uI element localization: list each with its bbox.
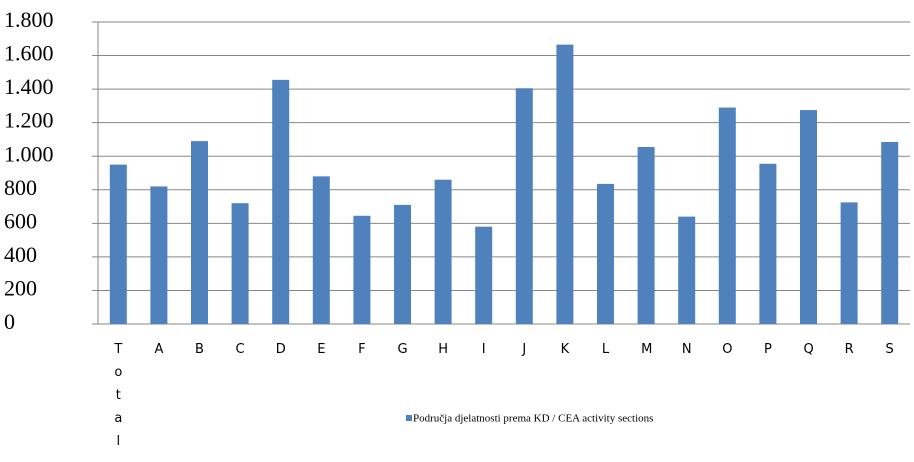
- bar: [272, 79, 290, 324]
- x-tick-label: L: [601, 342, 610, 357]
- x-tick-label: P: [763, 342, 772, 357]
- x-tick-label: R: [844, 342, 854, 357]
- x-tick-label: B: [195, 342, 204, 357]
- y-tick-label: 1.800: [4, 7, 54, 32]
- legend-label: Područja djelatnosti prema KD / CEA acti…: [413, 413, 653, 425]
- y-tick-label: 200: [4, 275, 37, 300]
- bar: [515, 88, 533, 325]
- bar: [718, 107, 736, 324]
- legend-swatch: [406, 415, 412, 421]
- bar: [759, 163, 777, 324]
- y-tick-label: 1.400: [4, 74, 54, 99]
- x-tick-label: H: [438, 342, 448, 357]
- bar: [840, 202, 858, 324]
- x-tick-label: N: [681, 342, 692, 357]
- bar: [475, 226, 493, 324]
- bar: [556, 44, 574, 325]
- x-tick-label: K: [560, 342, 570, 357]
- x-tick-label: F: [358, 342, 366, 357]
- bar: [678, 216, 696, 324]
- bar: [150, 186, 168, 324]
- bar: [191, 141, 208, 324]
- y-tick-label: 400: [4, 242, 37, 267]
- x-tick-label: Total: [114, 342, 123, 449]
- y-tick-label: 0: [4, 309, 15, 334]
- y-tick-label: 1.600: [4, 41, 54, 66]
- bar: [109, 164, 127, 324]
- x-tick-label: S: [885, 342, 894, 357]
- bar: [800, 110, 817, 324]
- x-tick-label: C: [235, 342, 245, 357]
- bar: [637, 146, 655, 324]
- x-tick-label: A: [154, 342, 164, 357]
- bar: [597, 183, 614, 324]
- x-tick-label: G: [397, 342, 408, 357]
- y-tick-label: 1.000: [4, 141, 54, 166]
- x-tick-label: O: [722, 342, 733, 357]
- y-tick-label: 600: [4, 208, 37, 233]
- bar: [394, 204, 411, 324]
- bar: [231, 203, 249, 324]
- x-tick-label: M: [641, 342, 653, 357]
- y-tick-label: 800: [4, 175, 37, 200]
- x-tick-label: Q: [803, 342, 814, 357]
- x-tick-label: D: [275, 342, 286, 357]
- x-tick-label: E: [317, 342, 326, 357]
- bar: [434, 179, 452, 324]
- bar: [881, 141, 899, 324]
- bar: [353, 215, 371, 324]
- bar: [312, 176, 330, 324]
- y-tick-label: 1.200: [4, 108, 54, 133]
- x-tick-label: I: [481, 342, 486, 357]
- x-tick-label: J: [522, 342, 527, 357]
